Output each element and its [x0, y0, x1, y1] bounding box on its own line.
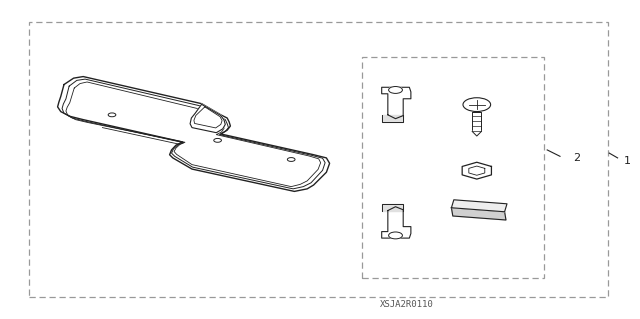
- Polygon shape: [58, 77, 330, 191]
- Polygon shape: [451, 200, 507, 212]
- Text: 2: 2: [573, 153, 580, 163]
- Bar: [472, 112, 481, 131]
- Polygon shape: [451, 208, 506, 220]
- Polygon shape: [381, 207, 411, 238]
- Polygon shape: [190, 104, 225, 133]
- Text: XSJA2R0110: XSJA2R0110: [380, 300, 433, 309]
- Polygon shape: [381, 115, 403, 122]
- Polygon shape: [381, 87, 411, 119]
- Bar: [29, 22, 608, 297]
- Bar: [362, 57, 544, 278]
- Circle shape: [388, 232, 403, 239]
- Polygon shape: [462, 162, 492, 179]
- Polygon shape: [472, 131, 481, 136]
- Circle shape: [388, 86, 403, 93]
- Text: 1: 1: [624, 156, 631, 166]
- Polygon shape: [381, 204, 403, 211]
- Circle shape: [463, 98, 491, 112]
